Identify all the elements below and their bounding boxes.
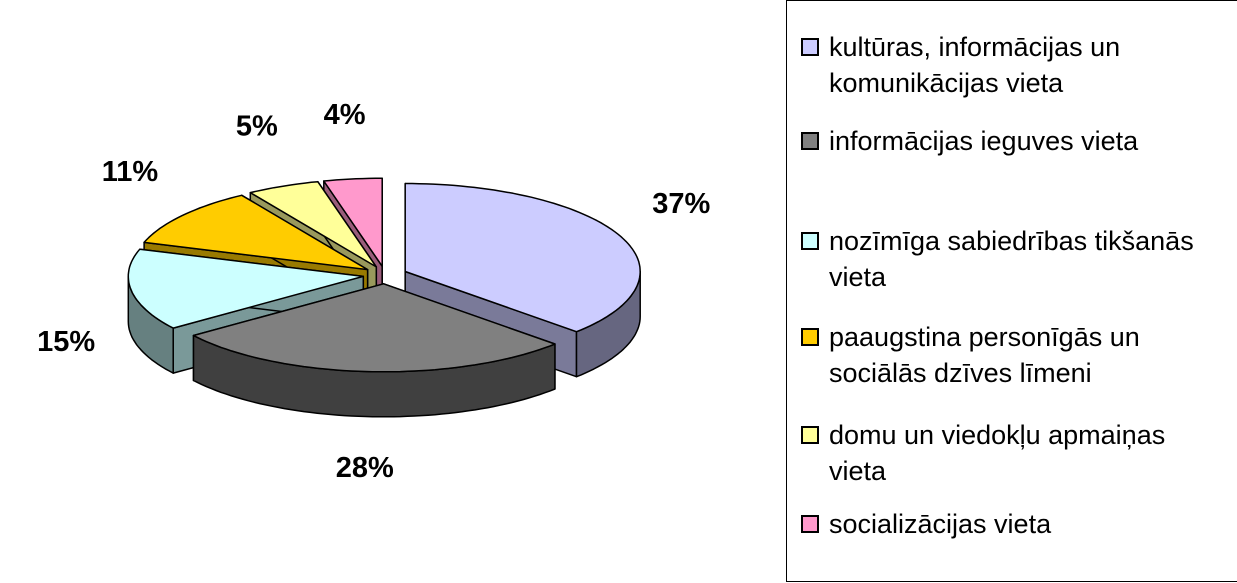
legend-swatch	[801, 232, 819, 250]
slice-top	[404, 182, 641, 333]
legend-label: nozīmīga sabiedrības tikšanās vieta	[829, 226, 1194, 292]
data-label: 5%	[236, 110, 278, 142]
legend-item: domu un viedokļu apmaiņas vieta	[797, 417, 1217, 489]
legend-swatch	[801, 515, 819, 533]
data-label: 15%	[37, 326, 95, 358]
legend-item: socializācijas vieta	[797, 506, 1217, 542]
legend-swatch	[801, 426, 819, 444]
legend-label: socializācijas vieta	[829, 509, 1052, 539]
legend-swatch	[801, 328, 819, 346]
legend-item: nozīmīga sabiedrības tikšanās vieta	[797, 223, 1217, 295]
legend-item: kultūras, informācijas un komunikācijas …	[797, 29, 1217, 101]
slice-top	[192, 283, 556, 373]
legend-swatch	[801, 132, 819, 150]
data-label: 37%	[652, 188, 710, 220]
pie-chart: 37% 28% 15% 11% 5% 4%	[37, 99, 710, 484]
data-label: 11%	[102, 156, 159, 188]
slice-top	[323, 177, 383, 268]
slice	[192, 283, 556, 418]
legend-item: paaugstina personīgās un sociālās dzīves…	[797, 319, 1217, 391]
data-label: 4%	[324, 99, 366, 131]
legend-label: paaugstina personīgās un sociālās dzīves…	[829, 322, 1140, 388]
legend: kultūras, informācijas un komunikācijas …	[786, 0, 1237, 582]
legend-label: informācijas ieguves vieta	[829, 126, 1139, 156]
slice-top	[249, 180, 378, 268]
slice-top	[127, 248, 365, 329]
slice-top	[143, 194, 369, 271]
legend-swatch	[801, 38, 819, 56]
legend-label: domu un viedokļu apmaiņas vieta	[829, 420, 1166, 486]
data-label: 28%	[336, 452, 394, 484]
legend-item: informācijas ieguves vieta	[797, 123, 1217, 159]
legend-label: kultūras, informācijas un komunikācijas …	[829, 32, 1121, 98]
